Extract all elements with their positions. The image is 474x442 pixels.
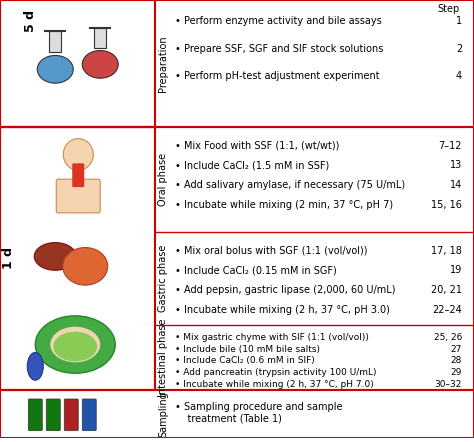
Bar — [0, 127, 155, 390]
Text: 30–32: 30–32 — [435, 380, 462, 389]
FancyBboxPatch shape — [46, 399, 60, 431]
Text: • Include CaCl₂ (0.6 mM in SIF): • Include CaCl₂ (0.6 mM in SIF) — [175, 356, 315, 366]
Text: • Include bile (10 mM bile salts): • Include bile (10 mM bile salts) — [175, 345, 320, 354]
Ellipse shape — [27, 352, 43, 380]
Text: 28: 28 — [451, 356, 462, 366]
Text: Preparation: Preparation — [158, 35, 168, 91]
FancyBboxPatch shape — [82, 399, 96, 431]
Text: Oral phase: Oral phase — [158, 152, 168, 206]
Bar — [0, 390, 474, 438]
Text: • Mix oral bolus with SGF (1:1 (vol/vol)): • Mix oral bolus with SGF (1:1 (vol/vol)… — [175, 246, 368, 255]
Text: 25, 26: 25, 26 — [434, 333, 462, 342]
Text: 1: 1 — [456, 16, 462, 26]
Text: 29: 29 — [451, 368, 462, 377]
Text: 17, 18: 17, 18 — [431, 246, 462, 255]
Ellipse shape — [34, 243, 76, 271]
Text: • Incubate while mixing (2 h, 37 °C, pH 7.0): • Incubate while mixing (2 h, 37 °C, pH … — [175, 380, 374, 389]
Bar — [0, 127, 474, 390]
Ellipse shape — [82, 50, 118, 78]
Ellipse shape — [50, 327, 100, 362]
Text: • Mix gastric chyme with SIF (1:1 (vol/vol)): • Mix gastric chyme with SIF (1:1 (vol/v… — [175, 333, 369, 342]
Text: 2: 2 — [456, 44, 462, 53]
Text: 20, 21: 20, 21 — [431, 285, 462, 295]
Text: 7–12: 7–12 — [438, 141, 462, 151]
Text: Intestinal phase: Intestinal phase — [158, 318, 168, 396]
Text: • Prepare SSF, SGF and SIF stock solutions: • Prepare SSF, SGF and SIF stock solutio… — [175, 44, 383, 53]
Ellipse shape — [63, 139, 93, 170]
Text: 5 d: 5 d — [24, 10, 37, 32]
Ellipse shape — [35, 316, 115, 373]
Ellipse shape — [63, 248, 108, 285]
Text: • Add pepsin, gastric lipase (2,000, 60 U/mL): • Add pepsin, gastric lipase (2,000, 60 … — [175, 285, 396, 295]
Text: • Add salivary amylase, if necessary (75 U/mL): • Add salivary amylase, if necessary (75… — [175, 180, 405, 190]
Text: 14: 14 — [450, 180, 462, 190]
Text: • Include CaCl₂ (1.5 mM in SSF): • Include CaCl₂ (1.5 mM in SSF) — [175, 160, 329, 170]
Text: Step: Step — [438, 4, 460, 14]
Text: 22–24: 22–24 — [432, 305, 462, 315]
Text: 27: 27 — [451, 345, 462, 354]
Text: 15, 16: 15, 16 — [431, 200, 462, 210]
Bar — [94, 28, 106, 48]
FancyBboxPatch shape — [64, 399, 78, 431]
Text: • Incubate while mixing (2 min, 37 °C, pH 7): • Incubate while mixing (2 min, 37 °C, p… — [175, 200, 393, 210]
Bar — [49, 30, 61, 53]
Text: • Add pancreatin (trypsin activity 100 U/mL): • Add pancreatin (trypsin activity 100 U… — [175, 368, 377, 377]
Text: Sampling: Sampling — [158, 391, 168, 437]
Bar — [0, 0, 474, 127]
Text: 13: 13 — [450, 160, 462, 170]
Text: 19: 19 — [450, 265, 462, 275]
FancyBboxPatch shape — [56, 179, 100, 213]
FancyBboxPatch shape — [28, 399, 42, 431]
Text: • Incubate while mixing (2 h, 37 °C, pH 3.0): • Incubate while mixing (2 h, 37 °C, pH … — [175, 305, 390, 315]
Text: • Include CaCl₂ (0.15 mM in SGF): • Include CaCl₂ (0.15 mM in SGF) — [175, 265, 337, 275]
Text: Gastric phase: Gastric phase — [158, 244, 168, 312]
Text: • Perform pH-test adjustment experiment: • Perform pH-test adjustment experiment — [175, 71, 380, 81]
Text: 4: 4 — [456, 71, 462, 81]
Text: • Mix Food with SSF (1:1, (wt/wt)): • Mix Food with SSF (1:1, (wt/wt)) — [175, 141, 339, 151]
Text: 1 d: 1 d — [2, 248, 15, 270]
Text: • Perform enzyme activity and bile assays: • Perform enzyme activity and bile assay… — [175, 16, 382, 26]
FancyBboxPatch shape — [72, 164, 84, 187]
Bar — [0, 0, 155, 127]
Ellipse shape — [53, 332, 97, 362]
Ellipse shape — [37, 55, 73, 83]
Text: • Sampling procedure and sample
    treatment (Table 1): • Sampling procedure and sample treatmen… — [175, 402, 343, 423]
